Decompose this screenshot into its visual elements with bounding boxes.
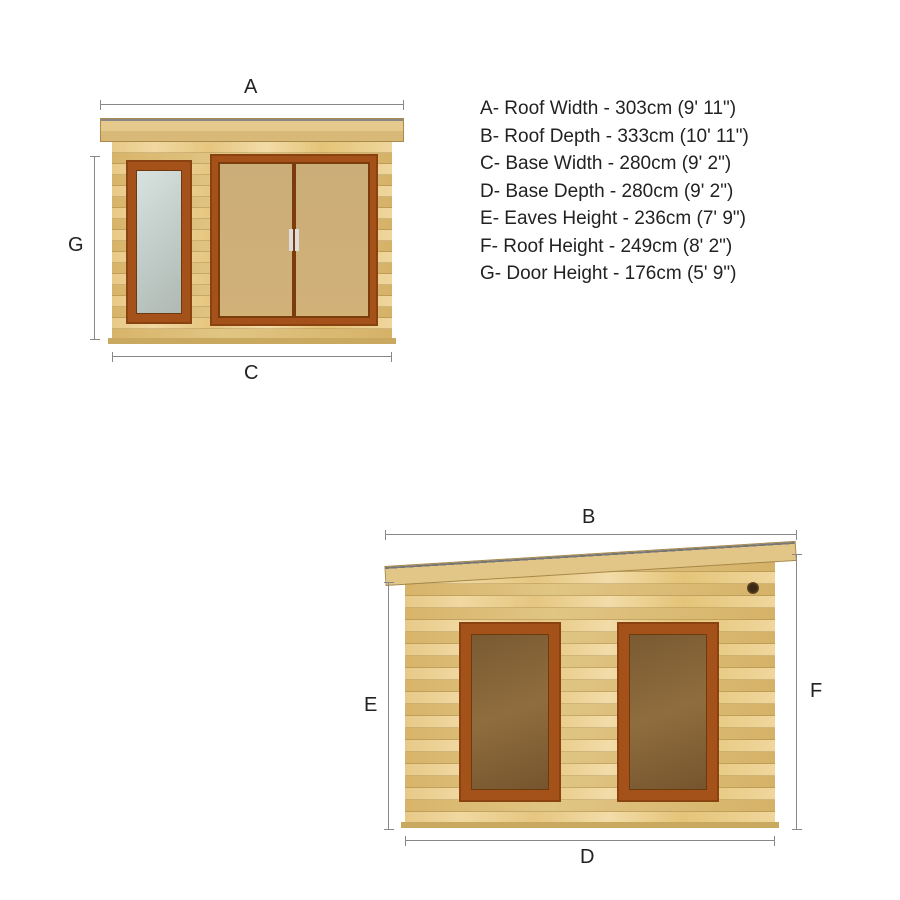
dim-letter: F: [480, 236, 492, 257]
dim-imp: (9' 2"): [684, 181, 733, 202]
dim-imp: (8' 2"): [683, 236, 732, 257]
dim-line-d: [405, 840, 775, 841]
side-roof-bar: [384, 541, 796, 586]
dim-row-b: B- Roof Depth - 333cm (10' 11"): [480, 123, 749, 151]
dim-label-a: A: [244, 76, 257, 99]
window-glass: [471, 634, 549, 790]
dim-cm: 280cm: [619, 153, 676, 174]
dim-line-e: [388, 582, 389, 830]
dim-imp: (9' 11"): [677, 98, 736, 119]
dim-line-b: [385, 534, 797, 535]
door-left: [218, 162, 294, 318]
side-roof: [385, 548, 797, 588]
dim-label-d: D: [580, 846, 594, 869]
dim-name: Eaves Height: [504, 208, 617, 229]
dim-name: Base Depth: [505, 181, 604, 202]
dim-imp: (10' 11"): [680, 126, 749, 147]
dim-cm: 303cm: [615, 98, 672, 119]
dim-line-c: [112, 356, 392, 357]
dim-name: Base Width: [505, 153, 602, 174]
front-elevation: [112, 118, 392, 340]
dim-cm: 249cm: [620, 236, 677, 257]
dim-line-g: [94, 156, 95, 340]
dim-imp: (5' 9"): [687, 263, 736, 284]
dim-letter: A: [480, 98, 493, 119]
dim-letter: B: [480, 126, 493, 147]
side-base: [401, 822, 779, 828]
dim-name: Roof Depth: [504, 126, 600, 147]
window-glass: [629, 634, 707, 790]
dim-line-f: [796, 554, 797, 830]
dim-cm: 333cm: [617, 126, 674, 147]
dim-line-a: [100, 104, 404, 105]
dim-imp: (7' 9"): [697, 208, 746, 229]
side-window-2: [617, 622, 719, 802]
dim-letter: E: [480, 208, 493, 229]
window-glass: [136, 170, 182, 314]
front-base: [108, 338, 396, 344]
dim-row-e: E- Eaves Height - 236cm (7' 9"): [480, 205, 749, 233]
side-window-1: [459, 622, 561, 802]
front-roof: [100, 118, 404, 142]
dimensions-list: A- Roof Width - 303cm (9' 11") B- Roof D…: [480, 95, 749, 288]
dim-letter: C: [480, 153, 494, 174]
door-handle-left-icon: [289, 229, 293, 251]
dim-name: Roof Width: [504, 98, 598, 119]
dim-label-e: E: [364, 694, 377, 717]
dim-label-c: C: [244, 362, 258, 385]
dim-name: Door Height: [506, 263, 607, 284]
vent-hole-icon: [747, 582, 759, 594]
door-handle-right-icon: [295, 229, 299, 251]
dim-cm: 236cm: [634, 208, 691, 229]
dim-label-b: B: [582, 506, 595, 529]
dim-row-f: F- Roof Height - 249cm (8' 2"): [480, 233, 749, 261]
dim-letter: D: [480, 181, 494, 202]
dim-label-g: G: [68, 234, 84, 257]
front-double-doors: [210, 154, 378, 326]
dim-imp: (9' 2"): [682, 153, 731, 174]
dim-label-f: F: [810, 680, 822, 703]
dim-row-d: D- Base Depth - 280cm (9' 2"): [480, 178, 749, 206]
side-elevation: [405, 548, 775, 824]
dim-row-c: C- Base Width - 280cm (9' 2"): [480, 150, 749, 178]
dim-cm: 176cm: [625, 263, 682, 284]
dim-letter: G: [480, 263, 495, 284]
dim-cm: 280cm: [622, 181, 679, 202]
dim-row-a: A- Roof Width - 303cm (9' 11"): [480, 95, 749, 123]
door-right: [294, 162, 370, 318]
dim-row-g: G- Door Height - 176cm (5' 9"): [480, 260, 749, 288]
front-window: [126, 160, 192, 324]
dim-name: Roof Height: [503, 236, 603, 257]
